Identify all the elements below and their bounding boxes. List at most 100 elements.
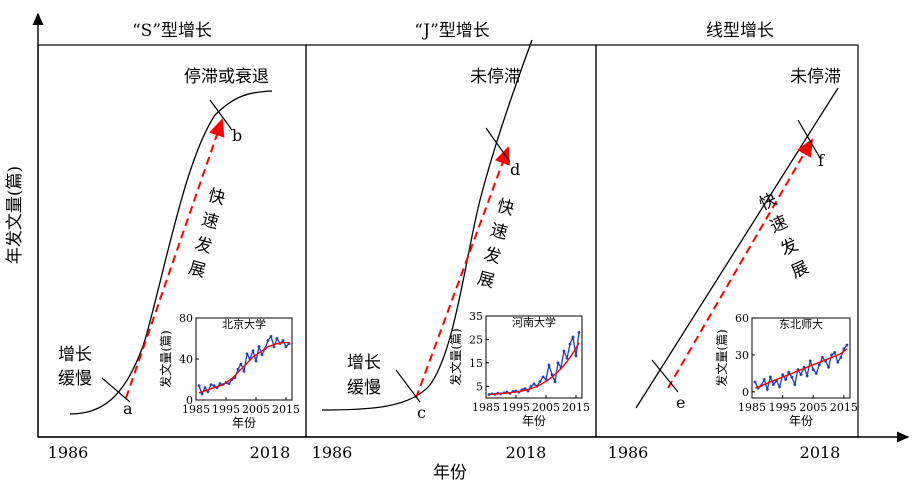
inset-raw-point (781, 373, 785, 377)
panel-2-label-d: d (510, 160, 520, 179)
inset-raw-point (571, 335, 575, 339)
inset-raw-point (836, 360, 840, 364)
inset-xlabel: 年份 (232, 416, 256, 430)
inset-raw-point (778, 385, 781, 389)
inset-raw-point (574, 354, 578, 358)
inset-raw-point (790, 375, 794, 379)
panel-1-x-start: 1986 (48, 443, 89, 462)
inset-raw-point (254, 359, 258, 363)
inset-raw-point (218, 382, 222, 385)
inset-y-tick-label: 15 (469, 357, 483, 370)
inset-fit-series (488, 342, 580, 396)
inset-raw-point (562, 349, 566, 353)
panel-3-label-f: f (818, 151, 825, 170)
inset-xlabel: 年份 (522, 414, 546, 428)
svg-text:展: 展 (475, 268, 497, 292)
panel-2-fast-label: 快 速 发 展 (475, 196, 516, 292)
panel-3-frame (595, 44, 859, 438)
panel-2-x-start: 1986 (312, 443, 353, 462)
inset-raw-point (784, 378, 788, 381)
inset-raw-point (793, 383, 797, 386)
inset-ylabel: 发文量(篇) (714, 329, 729, 386)
inset-raw-point (817, 363, 821, 367)
inset-raw-point (257, 345, 261, 349)
inset-raw-point (529, 384, 533, 388)
svg-text:速: 速 (488, 220, 510, 244)
inset-raw-point (266, 339, 270, 342)
panel-1-tick-b (209, 99, 233, 131)
panel-1-slow-2: 缓慢 (58, 368, 92, 389)
inset-raw-point (523, 387, 527, 391)
inset-x-tick-label: 2005 (242, 403, 270, 416)
inset-raw-point (805, 374, 809, 378)
inset-y-tick-label: 35 (469, 310, 483, 323)
inset-raw-point (197, 384, 201, 388)
inset-raw-point (768, 375, 772, 379)
inset-raw-point (772, 383, 775, 386)
inset-raw-point (242, 369, 246, 373)
inset-ylabel: 发文量(篇) (448, 328, 463, 385)
panel-3-end-label: 未停滞 (790, 67, 841, 87)
inset-y-tick-label: 80 (179, 312, 193, 325)
inset-raw-point (753, 380, 757, 384)
inset-y-tick-label: 60 (735, 312, 749, 325)
inset-raw-point (269, 335, 273, 338)
panel-1-s-curve (69, 90, 273, 415)
inset-x-tick-label: 1995 (502, 401, 530, 414)
inset-frame (195, 317, 293, 401)
inset-raw-point (538, 380, 542, 383)
panel-3-x-start: 1986 (608, 443, 649, 462)
inset-ylabel: 发文量(篇) (158, 330, 173, 387)
panel-2-j-curve (321, 39, 533, 411)
inset-x-tick-label: 2005 (799, 401, 827, 414)
inset-raw-point (275, 337, 279, 340)
panel-2-slow-1: 增长 (347, 353, 381, 373)
inset-y-tick-label: 0 (742, 386, 749, 399)
panel-1-label-b: b (232, 126, 242, 145)
inset-raw-point (260, 353, 264, 357)
inset-raw-point (251, 349, 255, 353)
inset-x-tick-label: 1995 (769, 401, 797, 414)
inset-raw-point (544, 377, 548, 381)
panel-1-label-a: a (123, 399, 133, 418)
inset-raw-point (541, 375, 545, 379)
inset-raw-point (200, 392, 204, 396)
y-axis-label: 年发文量(篇) (5, 166, 25, 264)
panel-3-arrow (667, 138, 814, 389)
inset-raw-point (550, 373, 554, 376)
svg-text:速: 速 (767, 212, 791, 237)
inset-y-tick-label: 0 (186, 394, 193, 407)
inset-raw-point (799, 373, 803, 377)
inset-xlabel: 年份 (789, 414, 813, 428)
panel-2-tick-c (395, 369, 421, 403)
inset-raw-point (568, 342, 572, 346)
panel-2-tick-d (485, 127, 511, 163)
panel-2-label-c: c (417, 403, 426, 422)
inset-title: 北京大学 (222, 317, 266, 331)
inset-title: 东北师大 (779, 317, 823, 331)
inset-raw-point (209, 383, 213, 387)
inset-raw-point (833, 351, 837, 354)
x-axis-label: 年份 (433, 463, 467, 483)
panel-3-tick-f (797, 119, 821, 159)
inset-raw-point (284, 345, 288, 349)
svg-text:展: 展 (186, 258, 208, 282)
inset-y-tick-label: 5 (476, 380, 483, 393)
inset-raw-point (821, 355, 824, 359)
panel-2-arrow (415, 146, 510, 399)
panel-2-x-end: 2018 (506, 443, 547, 462)
panel-1-title: “S”型增长 (132, 21, 212, 41)
panel-3-fast-label: 快 速 发 展 (756, 189, 812, 282)
svg-text:发: 发 (482, 244, 504, 268)
inset-chart-henan: 河南大学 5 15 25 35 1985 1995 2005 2015 年份 发文量(篇) (448, 310, 590, 428)
inset-raw-point (577, 331, 581, 334)
svg-text:速: 速 (199, 210, 221, 234)
inset-raw-point (203, 386, 207, 390)
inset-raw-point (272, 345, 276, 349)
inset-x-tick-label: 2015 (562, 401, 590, 414)
panel-1-end-label: 停滞或衰退 (184, 67, 269, 87)
svg-text:发: 发 (778, 235, 802, 260)
inset-y-tick-label: 40 (179, 353, 193, 366)
inset-raw-point (839, 355, 843, 359)
